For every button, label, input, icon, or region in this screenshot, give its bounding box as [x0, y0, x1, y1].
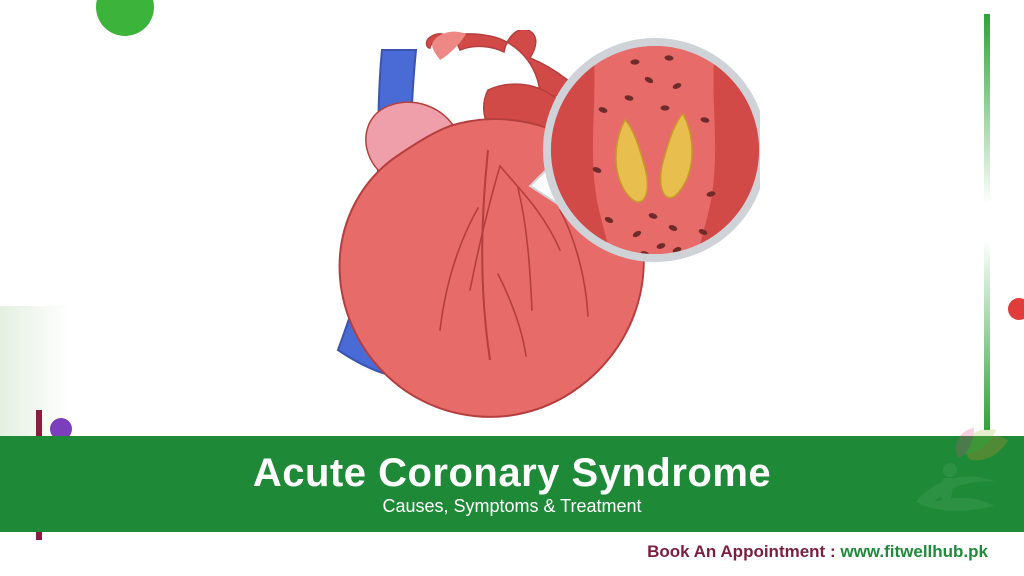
- logo-icon: [908, 426, 1018, 516]
- heart-illustration: [260, 30, 760, 430]
- subtitle: Causes, Symptoms & Treatment: [382, 496, 641, 517]
- decor-bar-right-bottom: [984, 240, 990, 430]
- decor-circle-red: [1008, 298, 1024, 320]
- footer-label: Book An Appointment :: [647, 542, 840, 561]
- decor-circle-green: [96, 0, 154, 36]
- title-band: Acute Coronary Syndrome Causes, Symptoms…: [0, 436, 1024, 532]
- decor-bar-right-top: [984, 14, 990, 204]
- footer-url: www.fitwellhub.pk: [840, 542, 988, 561]
- footer: Book An Appointment : www.fitwellhub.pk: [647, 542, 988, 562]
- infographic-canvas: Acute Coronary Syndrome Causes, Symptoms…: [0, 0, 1024, 576]
- title: Acute Coronary Syndrome: [253, 451, 771, 496]
